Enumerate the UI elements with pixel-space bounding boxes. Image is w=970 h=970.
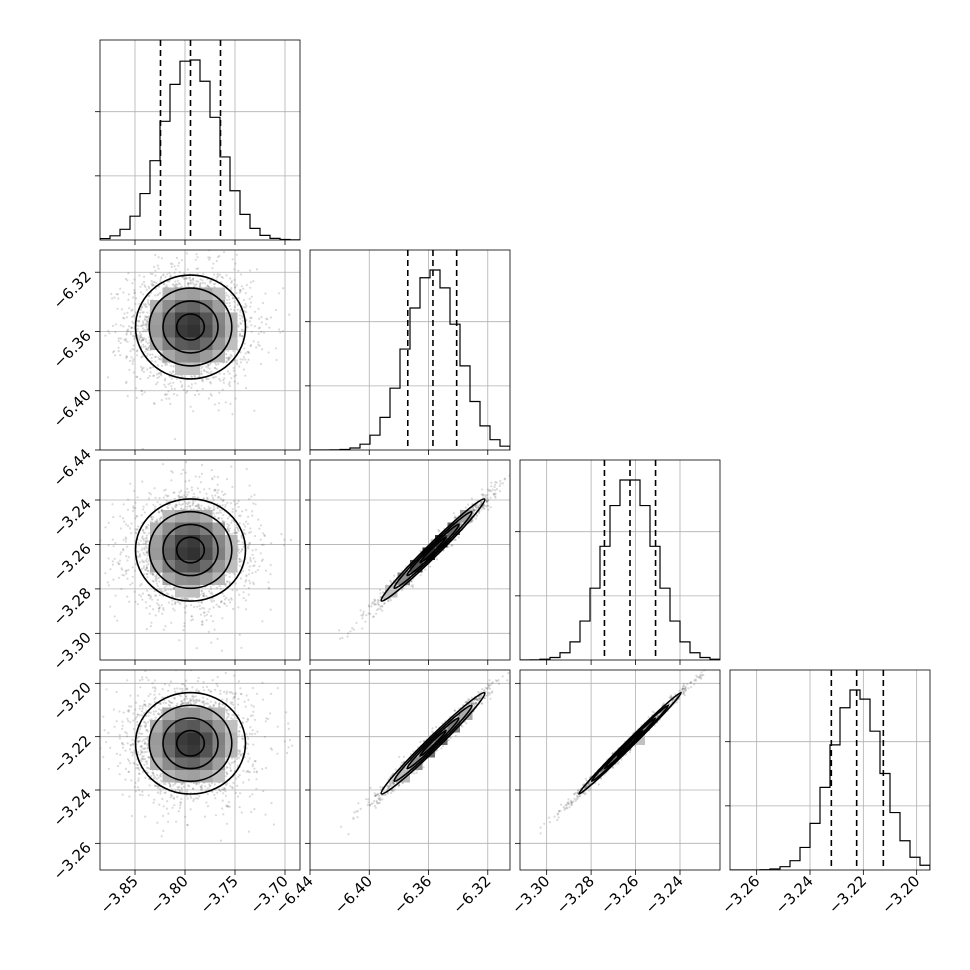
contour-level-4 — [380, 498, 486, 602]
panel-frame — [519, 669, 721, 871]
panel-frame — [309, 669, 511, 871]
grid-lines — [520, 670, 720, 870]
y-tick-label-4-1: −3.26 — [50, 838, 95, 883]
scatter-panel-4-1: −3.26−3.24−3.22−3.20−3.85 −3.80 −3.75 −3.70 — [50, 669, 301, 917]
x-tick-label-3-1: −3.30 — [508, 872, 553, 917]
contour-level-4 — [134, 691, 247, 795]
contour-level-2 — [406, 717, 460, 770]
grid-lines — [100, 250, 300, 450]
contour-level-3 — [148, 287, 233, 367]
contour-level-1 — [419, 536, 447, 564]
y-tick-label-4-4: −3.20 — [50, 678, 95, 723]
x-tick-label-4-1: −3.26 — [718, 872, 763, 917]
contour-level-3 — [148, 510, 233, 590]
panel-frame — [309, 249, 511, 451]
x-tick-label-3-4: −3.24 — [642, 872, 687, 917]
x-tick-label-4-4: −3.20 — [878, 872, 923, 917]
x-tick-label-3-2: −3.28 — [553, 872, 598, 917]
scatter-panel-3-1: −3.30−3.28−3.26−3.24 — [50, 459, 301, 674]
histogram-step — [310, 269, 510, 450]
contour-level-4 — [380, 691, 486, 795]
histogram-step — [520, 479, 720, 660]
y-tick-label-2-3: −6.36 — [50, 327, 95, 372]
panel-frame — [729, 669, 931, 871]
contour-level-1 — [175, 729, 206, 757]
panel-frame — [99, 249, 301, 451]
grid-lines — [730, 670, 930, 870]
y-tick-label-2-2: −6.40 — [50, 386, 95, 431]
histogram-step — [730, 689, 930, 870]
y-tick-label-3-1: −3.30 — [50, 628, 95, 673]
contour-level-4 — [578, 691, 682, 795]
contour-level-1 — [419, 729, 447, 757]
histogram-step — [100, 59, 300, 240]
histogram-panel-2 — [305, 249, 511, 455]
contour-level-4 — [134, 274, 247, 380]
y-tick-label-3-3: −3.26 — [50, 540, 95, 585]
contour-level-1 — [175, 536, 206, 564]
contour-level-3 — [393, 704, 473, 783]
panel-frame — [519, 459, 721, 661]
scatter-panel-2-1: −6.44 −6.40 −6.36 −6.32 — [50, 249, 301, 490]
x-tick-label-1-2: −3.80 — [147, 872, 192, 917]
y-tick-label-3-4: −3.24 — [50, 495, 95, 540]
y-tick-label-2-1: −6.44 — [50, 445, 95, 490]
panel-frame — [309, 459, 511, 661]
grid-lines — [310, 460, 510, 660]
x-tick-label-2-4: −6.32 — [449, 872, 494, 917]
y-tick-label-4-2: −3.24 — [50, 785, 95, 830]
x-tick-label-4-3: −3.22 — [825, 872, 870, 917]
contour-level-3 — [590, 704, 670, 783]
x-tick-label-2-2: −6.40 — [331, 872, 376, 917]
x-tick-label-2-3: −6.36 — [390, 872, 435, 917]
contour-level-2 — [162, 717, 219, 770]
contour-level-1 — [616, 729, 644, 757]
histogram-panel-1 — [95, 39, 301, 245]
scatter-panel-4-2: −6.44 −6.40 −6.36 −6.32 — [272, 669, 511, 917]
scatter-panel-3-2 — [305, 459, 511, 665]
scatter-panel-4-3: −3.30 −3.28 −3.26 −3.24 — [508, 669, 721, 917]
contour-level-1 — [175, 313, 206, 341]
panel-frame — [99, 39, 301, 241]
x-tick-label-1-1: −3.85 — [97, 872, 142, 917]
grid-lines — [310, 670, 510, 870]
y-tick-label-2-4: −6.32 — [50, 267, 95, 312]
grid-lines — [310, 250, 510, 450]
panel-frame — [99, 669, 301, 871]
contour-level-2 — [406, 523, 460, 577]
contour-level-3 — [393, 510, 473, 590]
histogram-panel-3 — [515, 459, 721, 665]
grid-lines — [100, 40, 300, 240]
contour-level-3 — [148, 704, 233, 783]
contour-level-4 — [134, 498, 247, 602]
x-tick-label-4-2: −3.24 — [772, 872, 817, 917]
y-tick-label-4-3: −3.22 — [50, 732, 95, 777]
contour-level-2 — [162, 523, 219, 577]
x-tick-label-3-3: −3.26 — [597, 872, 642, 917]
contour-level-2 — [162, 300, 219, 354]
contour-level-2 — [603, 717, 657, 770]
histogram-panel-4: −3.26 −3.24 −3.22 −3.20 — [718, 669, 931, 917]
y-tick-label-3-2: −3.28 — [50, 584, 95, 629]
x-tick-label-1-3: −3.75 — [197, 872, 242, 917]
panel-frame — [99, 459, 301, 661]
